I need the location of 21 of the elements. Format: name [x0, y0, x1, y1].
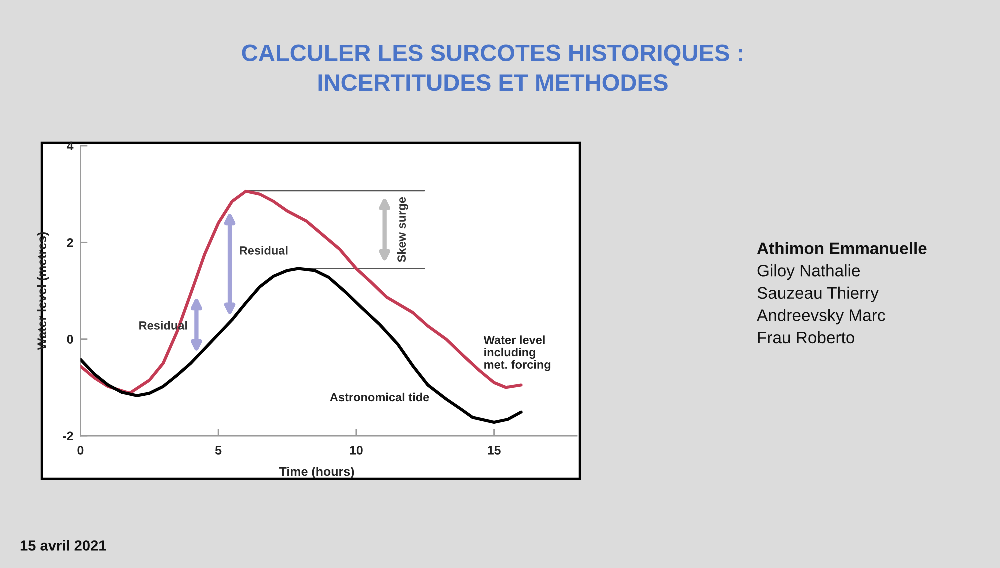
text: Athimon Emmanuelle [757, 242, 927, 254]
y-axis-title: Water level (metres) [37, 232, 49, 350]
y-tick-label: 2 [67, 238, 74, 248]
y-tick-label: 0 [67, 335, 74, 344]
text: Giloy Nathalie [758, 264, 860, 280]
text: 15 avril 2021 [20, 540, 106, 551]
series-label: Astronomical tide [330, 392, 430, 402]
x-axis-title: Time (hours) [279, 467, 354, 479]
text: Sauzeau Thierry [758, 286, 879, 302]
y-tick-label: 4 [66, 142, 74, 151]
x-tick-label: 0 [78, 446, 84, 455]
x-tick-label: 5 [215, 446, 222, 455]
text: Andreevsky Marc [757, 309, 886, 325]
y-tick-label: -2 [63, 432, 74, 441]
annotation: Residual [240, 246, 288, 255]
annotation: Skew surge [397, 197, 408, 262]
x-tick-label: 10 [350, 446, 363, 455]
x-tick-label: 15 [488, 446, 501, 455]
chart-title: CALCULER LES SURCOTES HISTORIQUES : INCERTITUDES ET METHODES [242, 44, 742, 92]
text: Frau Roberto [758, 331, 854, 344]
series-label: Water level including met. forcing [484, 336, 551, 372]
